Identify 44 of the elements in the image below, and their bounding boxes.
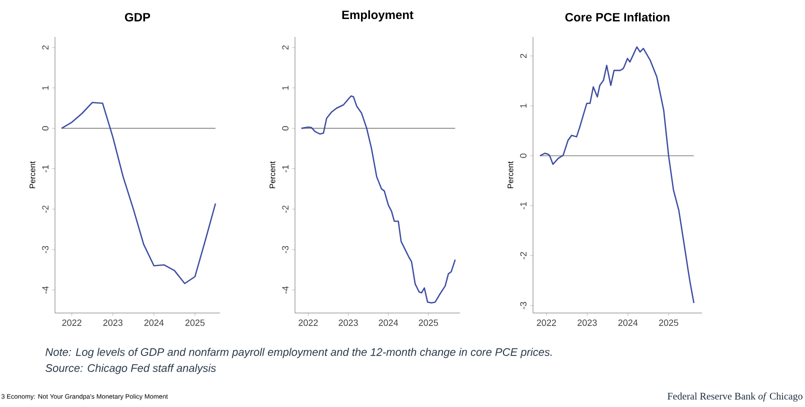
x-tick-label: 2023	[578, 320, 597, 326]
x-tick-label: 2022	[62, 320, 82, 326]
y-tick-label: 1	[520, 104, 526, 108]
y-tick-label: -1	[42, 165, 48, 172]
y-tick-label: 2	[282, 45, 288, 50]
y-tick-label: -3	[42, 246, 48, 254]
x-tick-label: 2025	[418, 320, 438, 326]
y-tick-label: -4	[282, 286, 288, 294]
y-tick-label: 1	[282, 86, 288, 90]
y-tick-label: -2	[282, 206, 288, 213]
line-series	[300, 95, 456, 304]
x-tick-label: 2025	[185, 320, 205, 326]
y-tick-label: 1	[42, 86, 48, 90]
x-tick-label: 2024	[378, 320, 398, 326]
line-series	[539, 46, 695, 304]
x-tick-label: 2024	[144, 320, 164, 326]
y-tick-label: 0	[520, 154, 526, 158]
chart-title: Employment	[342, 10, 414, 22]
x-tick-label: 2024	[618, 320, 638, 326]
y-tick-label: -4	[42, 286, 48, 294]
chart-title: Core PCE Inflation	[565, 12, 670, 22]
y-tick-label: -3	[520, 302, 526, 310]
y-tick-label: 0	[282, 126, 288, 130]
text: Federal Reserve Bank of Chicago	[668, 392, 802, 402]
y-tick-label: -3	[282, 246, 288, 254]
text: Note: Log levels of GDP and nonfarm payroll employment and the 12-month change in core PCE prices.	[46, 348, 552, 358]
y-axis-title: Percent	[508, 161, 514, 188]
y-axis-title: Percent	[30, 161, 36, 188]
y-tick-label: -1	[520, 202, 526, 210]
x-tick-label: 2022	[536, 320, 556, 326]
y-tick-label: -2	[520, 252, 526, 260]
y-tick-label: 2	[520, 54, 526, 58]
y-tick-label: 2	[42, 45, 48, 50]
y-axis-title: Percent	[270, 161, 276, 188]
y-tick-label: 0	[42, 126, 48, 130]
y-tick-label: -1	[282, 165, 288, 172]
chart-title: GDP	[124, 12, 150, 22]
x-tick-label: 2022	[298, 320, 318, 326]
y-tick-label: -2	[42, 206, 48, 213]
x-tick-label: 2025	[659, 320, 678, 326]
source-note: Source: Chicago Fed staff analysis	[46, 364, 216, 374]
x-tick-label: 2023	[338, 320, 358, 326]
x-tick-label: 2023	[103, 320, 122, 326]
line-series	[60, 102, 216, 284]
